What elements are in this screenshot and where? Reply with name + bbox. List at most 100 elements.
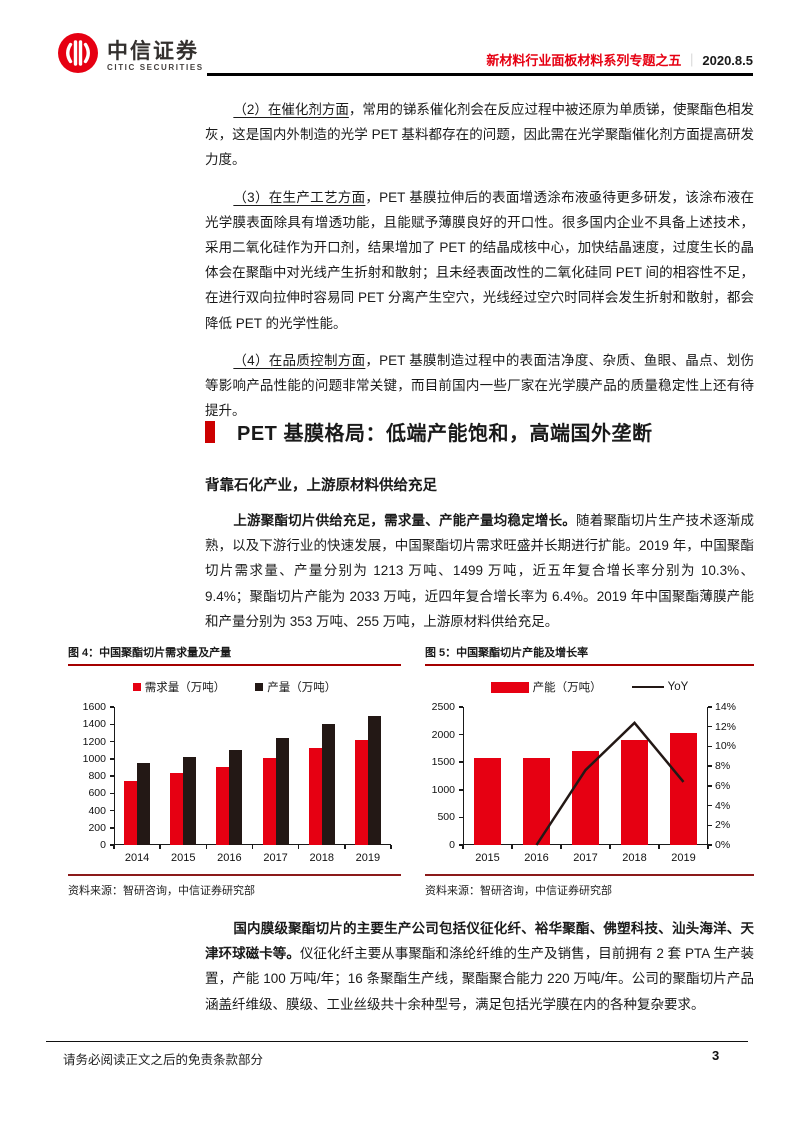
y-axis-tick-label: 1600 bbox=[82, 701, 106, 713]
y2-axis-tick-label: 8% bbox=[715, 760, 731, 773]
body-text-block: （2）在催化剂方面，常用的锑系催化剂会在反应过程中被还原为单质锑，使聚酯色相发灰… bbox=[205, 97, 754, 435]
x-axis-tick bbox=[297, 845, 300, 849]
y2-axis-tick bbox=[708, 745, 712, 748]
y2-axis-tick bbox=[708, 785, 712, 787]
x-axis-tick-label: 2017 bbox=[263, 852, 288, 864]
legend-label: 产能（万吨） bbox=[532, 682, 602, 694]
y-axis-tick bbox=[110, 827, 114, 829]
y-axis-tick-label: 1400 bbox=[82, 718, 106, 731]
x-axis-tick bbox=[658, 845, 660, 849]
y2-axis-tick-label: 12% bbox=[715, 720, 737, 733]
figure-4-legend: 需求量（万吨） 产量（万吨） bbox=[68, 679, 401, 695]
header-separator: ｜ bbox=[685, 53, 699, 68]
bar bbox=[572, 751, 599, 845]
y-axis-tick bbox=[110, 775, 114, 777]
text-run: （4）在品质控制方面 bbox=[233, 352, 366, 368]
bar bbox=[229, 750, 243, 845]
x-axis-tick bbox=[707, 845, 709, 849]
y-axis-tick-label: 200 bbox=[88, 821, 106, 834]
text-run: （3）在生产工艺方面 bbox=[233, 189, 366, 205]
y-axis-tick bbox=[110, 723, 114, 725]
y-axis-tick-label: 1000 bbox=[82, 752, 106, 765]
x-axis-tick bbox=[251, 845, 254, 849]
y-axis-tick-label: 1500 bbox=[431, 756, 455, 769]
y2-axis-tick bbox=[708, 804, 712, 807]
y-axis-tick-label: 600 bbox=[88, 787, 106, 800]
y2-axis-tick bbox=[708, 706, 712, 708]
y2-axis-tick bbox=[708, 725, 712, 728]
x-axis-tick bbox=[462, 845, 464, 849]
x-axis-tick bbox=[113, 845, 115, 849]
y-axis-tick bbox=[110, 758, 114, 760]
y-axis-tick bbox=[459, 761, 463, 763]
y-axis-tick-label: 2500 bbox=[431, 701, 455, 713]
y-axis-tick-label: 800 bbox=[88, 770, 106, 782]
section-heading: PET 基膜格局：低端产能饱和，高端国外垄断 bbox=[205, 417, 652, 446]
bar bbox=[321, 724, 335, 845]
y2-axis-tick bbox=[708, 765, 712, 767]
y-axis-tick bbox=[459, 789, 463, 791]
y-axis-tick-label: 0 bbox=[449, 839, 455, 851]
figure-4-title: 图 4：中国聚酯切片需求量及产量 bbox=[68, 644, 401, 666]
bar bbox=[124, 780, 138, 845]
text-run: ，常用的锑系催化剂会在反应过程中被还原为单质锑，使聚酯色相发灰，这是国内外制造的… bbox=[205, 102, 754, 168]
brand-name-en: CITIC SECURITIES bbox=[107, 62, 204, 72]
text-run: ，PET 基膜制造过程中的表面洁净度、杂质、鱼眼、晶点、划伤等影响产品性能的问题… bbox=[205, 352, 754, 419]
bar bbox=[262, 757, 276, 845]
y-axis-tick bbox=[459, 706, 463, 708]
y2-axis-tick-label: 4% bbox=[715, 799, 731, 812]
figure-5-plot: 0 500 1000 1500 2000 2500 0% 2% 4% 6% 8% 10% 12% 14% 2… bbox=[425, 699, 754, 865]
x-axis-tick bbox=[560, 845, 562, 849]
legend-label: 产量（万吨） bbox=[267, 682, 337, 694]
subsection-heading: 背靠石化产业，上游原材料供给充足 bbox=[205, 478, 437, 494]
x-axis-tick-label: 2015 bbox=[475, 852, 500, 864]
bar bbox=[670, 732, 697, 845]
paragraph-process: （3）在生产工艺方面，PET 基膜拉伸后的表面增透涂布液亟待更多研发，该涂布液在… bbox=[205, 185, 754, 336]
paragraph-quality: （4）在品质控制方面，PET 基膜制造过程中的表面洁净度、杂质、鱼眼、晶点、划伤… bbox=[205, 348, 754, 424]
x-axis-tick bbox=[609, 845, 611, 849]
y-axis-tick bbox=[110, 844, 114, 846]
section-bullet-icon bbox=[205, 420, 215, 443]
figures-row: 图 4：中国聚酯切片需求量及产量 需求量（万吨） 产量（万吨） 0 200 400 60… bbox=[68, 644, 754, 898]
bar bbox=[275, 738, 289, 845]
bar bbox=[137, 763, 151, 845]
y-axis-tick-label: 400 bbox=[88, 804, 106, 817]
citic-logo-icon bbox=[56, 31, 100, 80]
figure-5-title: 图 5：中国聚酯切片产能及增长率 bbox=[425, 644, 754, 666]
legend-item: 需求量（万吨） bbox=[132, 679, 226, 695]
x-axis-tick-label: 2015 bbox=[170, 852, 196, 864]
x-axis-tick-label: 2016 bbox=[217, 852, 242, 864]
x-axis-tick-label: 2017 bbox=[573, 852, 598, 864]
bar bbox=[308, 748, 322, 845]
legend-swatch bbox=[490, 681, 529, 693]
bar bbox=[354, 740, 368, 845]
paragraph-catalyst: （2）在催化剂方面，常用的锑系催化剂会在反应过程中被还原为单质锑，使聚酯色相发灰… bbox=[205, 97, 754, 173]
bar bbox=[216, 767, 230, 845]
report-series-title: 新材料行业面板材料系列专题之五 bbox=[486, 53, 682, 68]
y-axis-tick bbox=[110, 809, 114, 812]
figure-4-source: 资料来源：智研咨询，中信证券研究部 bbox=[68, 874, 401, 898]
legend-swatch bbox=[255, 683, 264, 691]
y-axis-tick bbox=[110, 740, 114, 743]
y-axis-tick-label: 2000 bbox=[431, 728, 455, 741]
y2-axis-tick-label: 2% bbox=[715, 819, 731, 832]
text-run: 仪征化纤主要从事聚酯和涤纶纤维的生产及销售，目前拥有 2 套 PTA 生产装置，… bbox=[205, 946, 754, 1012]
legend-item: 产能（万吨） bbox=[490, 679, 602, 695]
text-run: 国内膜级聚酯切片的主要生产公司包括仪征化纤、裕华聚酯、佛塑科技、汕头海洋、天津环… bbox=[205, 921, 754, 962]
legend-label: 需求量（万吨） bbox=[144, 682, 226, 694]
text-run: ，PET 基膜拉伸后的表面增透涂布液亟待更多研发，该涂布液在光学膜表面除具有增透… bbox=[205, 189, 754, 331]
header-meta: 新材料行业面板材料系列专题之五｜ 2020.8.5 bbox=[486, 50, 753, 69]
y-axis-tick bbox=[459, 816, 463, 819]
figure-4: 图 4：中国聚酯切片需求量及产量 需求量（万吨） 产量（万吨） 0 200 400 60… bbox=[68, 644, 401, 898]
x-axis-tick-label: 2019 bbox=[355, 852, 381, 864]
legend-swatch bbox=[132, 683, 141, 691]
y2-axis-tick bbox=[708, 844, 712, 846]
text-run: 上游聚酯切片供给充足，需求量、产能产量均稳定增长。 bbox=[233, 513, 577, 528]
y2-axis-tick-label: 14% bbox=[715, 701, 737, 713]
legend-line-swatch bbox=[631, 686, 664, 688]
x-axis-tick bbox=[390, 845, 392, 849]
report-date: 2020.8.5 bbox=[702, 53, 753, 68]
y-axis-tick bbox=[459, 733, 463, 736]
y-axis-tick-label: 1200 bbox=[82, 735, 106, 748]
page-header-brand: 中信证券 CITIC SECURITIES bbox=[56, 31, 204, 80]
